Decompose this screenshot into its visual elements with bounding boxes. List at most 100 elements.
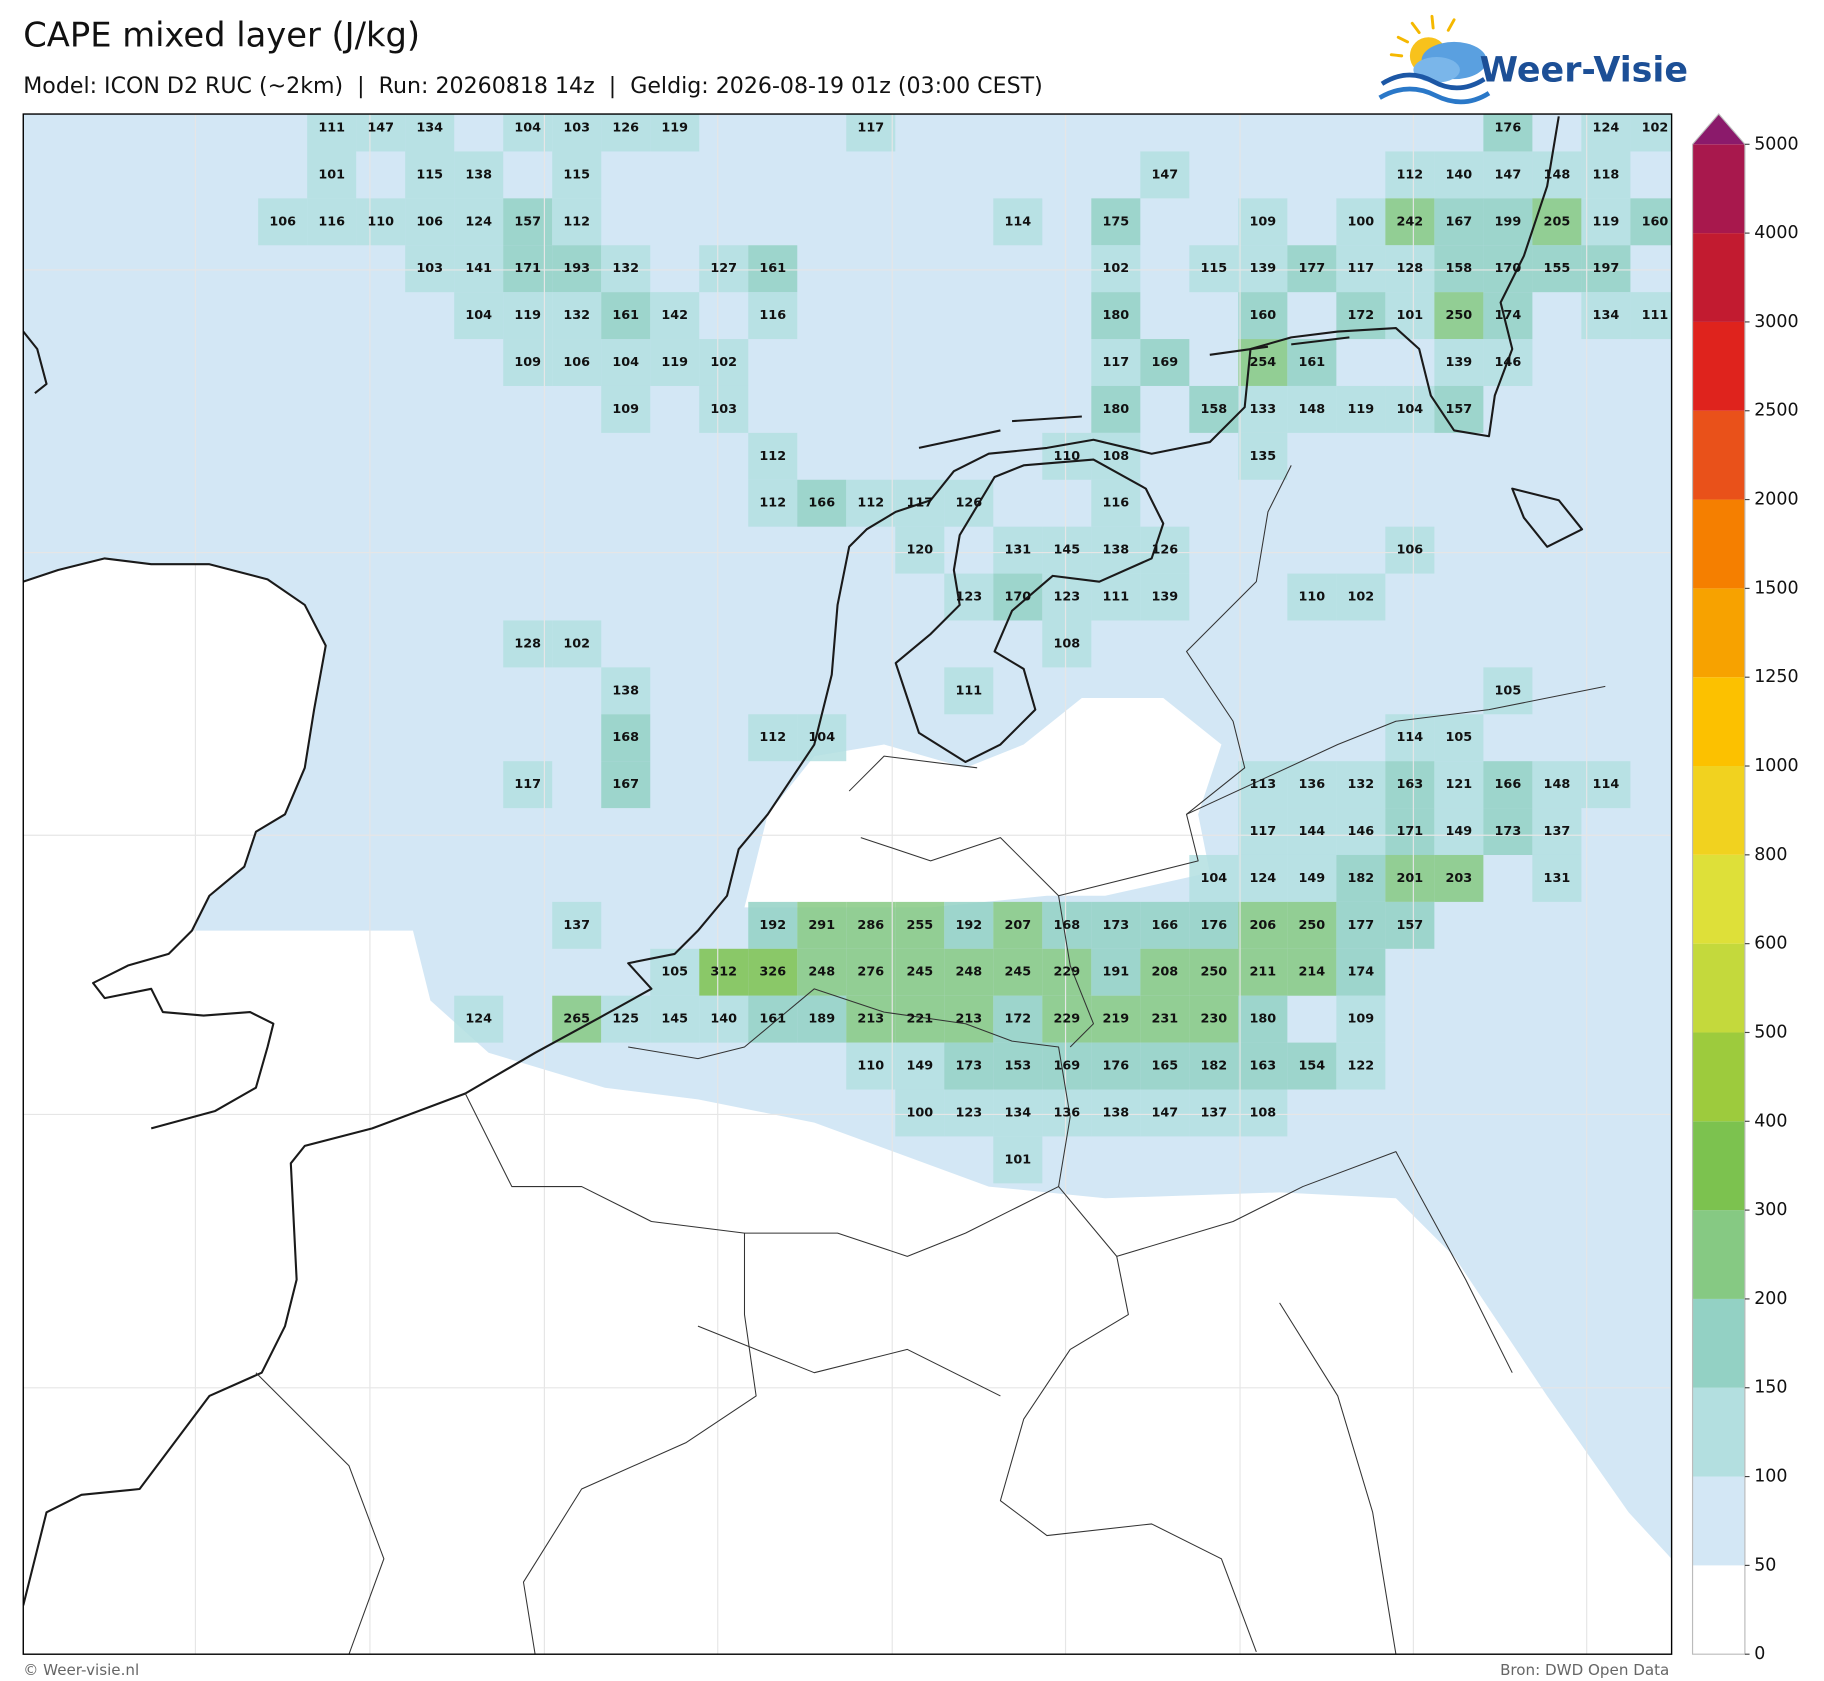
cape-cell xyxy=(1189,948,1239,996)
cape-cell xyxy=(1336,854,1386,902)
cape-cell xyxy=(1287,854,1337,902)
cape-cell xyxy=(1630,198,1672,246)
colorbar-segment xyxy=(1692,766,1745,855)
cape-cell xyxy=(1581,198,1631,246)
cape-cell xyxy=(895,1089,945,1137)
cape-value: 108 xyxy=(1249,1105,1276,1120)
cape-cell xyxy=(1336,573,1386,621)
colorbar-label: 1000 xyxy=(1754,756,1798,776)
cape-cell xyxy=(1532,151,1582,199)
cape-value: 147 xyxy=(1151,167,1178,182)
cape-cell xyxy=(307,198,357,246)
cape-cell xyxy=(1238,948,1288,996)
cape-value: 205 xyxy=(1544,214,1571,229)
cape-cell xyxy=(552,114,602,152)
cape-cell xyxy=(1091,198,1141,246)
cape-cell xyxy=(1434,385,1484,433)
cape-cell xyxy=(895,948,945,996)
cape-value: 108 xyxy=(1102,449,1129,464)
logo-icon xyxy=(1378,14,1491,105)
cape-cell xyxy=(1189,995,1239,1043)
cape-value: 114 xyxy=(1004,214,1031,229)
cape-value: 146 xyxy=(1348,824,1375,839)
colorbar-label: 500 xyxy=(1754,1022,1787,1042)
cape-cell xyxy=(1483,198,1533,246)
cape-value: 112 xyxy=(759,449,786,464)
cape-cell xyxy=(1238,761,1288,809)
cape-value: 168 xyxy=(612,730,639,745)
cape-value: 144 xyxy=(1299,824,1326,839)
cape-value: 201 xyxy=(1397,871,1424,886)
cape-value: 250 xyxy=(1200,965,1227,980)
cape-value: 123 xyxy=(955,1105,982,1120)
cape-cell xyxy=(1483,761,1533,809)
cape-value: 148 xyxy=(1544,167,1571,182)
cape-cell xyxy=(1140,339,1190,386)
cape-value: 109 xyxy=(612,402,639,417)
cape-value: 103 xyxy=(416,261,443,276)
cape-value: 131 xyxy=(1004,543,1031,558)
cape-cell xyxy=(797,948,847,996)
cape-value: 123 xyxy=(955,590,982,605)
cape-value: 135 xyxy=(1249,449,1276,464)
cape-value: 115 xyxy=(416,167,443,182)
cape-cell xyxy=(1091,245,1141,293)
cape-value: 191 xyxy=(1102,965,1129,980)
cape-cell xyxy=(1434,292,1484,340)
cape-cell xyxy=(1238,808,1288,855)
cape-value: 219 xyxy=(1102,1012,1129,1027)
cape-cell xyxy=(846,479,896,527)
cape-value: 105 xyxy=(661,965,688,980)
cape-value: 167 xyxy=(1446,214,1473,229)
cape-value: 250 xyxy=(1299,918,1326,933)
cape-value: 172 xyxy=(1004,1012,1031,1027)
cape-cell xyxy=(993,948,1043,996)
cape-cell xyxy=(1483,667,1533,715)
cape-value: 112 xyxy=(759,730,786,745)
cape-cell xyxy=(454,245,504,293)
cape-value: 122 xyxy=(1348,1059,1375,1074)
cape-value: 119 xyxy=(1348,402,1375,417)
map-frame xyxy=(22,113,1673,1655)
cape-cell xyxy=(944,948,994,996)
cape-value: 176 xyxy=(1200,918,1227,933)
cape-cell xyxy=(895,1042,945,1090)
cape-cell xyxy=(748,714,798,762)
cape-value: 161 xyxy=(759,1012,786,1027)
cape-cell xyxy=(846,114,896,152)
cape-cell xyxy=(1581,114,1631,152)
cape-value: 141 xyxy=(465,261,492,276)
cape-cell xyxy=(1140,1089,1190,1137)
cape-cell xyxy=(601,292,651,340)
cape-value: 207 xyxy=(1004,918,1031,933)
cape-value: 213 xyxy=(857,1012,884,1027)
cape-value: 115 xyxy=(563,167,590,182)
cape-cell xyxy=(846,1042,896,1090)
cape-value: 101 xyxy=(1004,1152,1031,1167)
colorbar-segment xyxy=(1692,1032,1745,1122)
cape-value: 265 xyxy=(563,1012,590,1027)
cape-cell xyxy=(1140,948,1190,996)
cape-value: 138 xyxy=(1102,1105,1129,1120)
cape-cell xyxy=(1385,151,1435,199)
coastlines xyxy=(23,116,1584,1606)
cape-cell xyxy=(1091,948,1141,996)
cape-value: 326 xyxy=(759,965,786,980)
cape-cell xyxy=(1091,385,1141,433)
cape-value: 103 xyxy=(710,402,737,417)
cape-value: 124 xyxy=(465,1012,492,1027)
cape-cell xyxy=(895,526,945,574)
cape-cell xyxy=(405,198,455,246)
colorbar-segment xyxy=(1692,943,1745,1033)
logo-text: Weer-Visie xyxy=(1480,50,1688,90)
cape-cell xyxy=(1336,198,1386,246)
cape-value: 138 xyxy=(612,683,639,698)
cape-value: 180 xyxy=(1102,402,1129,417)
cape-cell xyxy=(1532,245,1582,293)
colorbar-label: 5000 xyxy=(1754,134,1798,154)
cape-cell xyxy=(748,995,798,1043)
cape-cell xyxy=(748,479,798,527)
cape-cell xyxy=(1238,432,1288,480)
footer-left: © Weer-visie.nl xyxy=(23,1661,139,1679)
cape-cell xyxy=(1042,620,1092,668)
